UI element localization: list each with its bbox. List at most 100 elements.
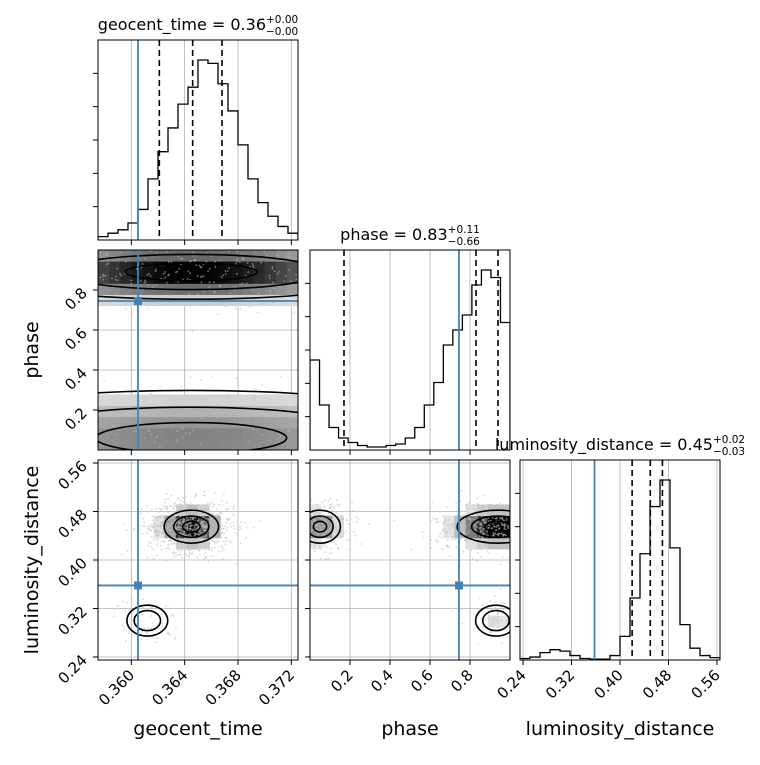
sample-point [511,530,513,532]
sample-point [148,430,150,432]
sample-point [352,281,354,283]
sample-point [324,551,326,553]
sample-point [260,520,262,522]
sample-point [335,411,337,413]
sample-point [211,555,213,557]
sample-point [524,515,526,517]
sample-point [320,547,322,549]
sample-point [3,268,5,270]
sample-point [236,261,238,263]
sample-point [539,526,541,528]
sample-point [227,394,229,396]
sample-point [481,291,483,293]
sample-point [521,521,523,523]
sample-point [505,544,507,546]
sample-point [163,507,165,509]
sample-point [235,465,237,467]
sample-point [203,523,205,525]
sample-point [491,546,493,548]
sample-point [384,253,386,255]
sample-point [111,278,113,280]
sample-point [542,530,544,532]
scatter-panel-geocent_time__luminosity_distance [98,460,298,660]
sample-point [240,542,242,544]
sample-point [153,558,155,560]
sample-point [161,508,163,510]
sample-point [478,434,480,436]
sample-point [510,524,512,526]
sample-point [357,518,359,520]
sample-point [435,539,437,541]
sample-point [533,550,535,552]
sample-point [44,250,46,252]
sample-point [300,524,302,526]
sample-point [378,284,380,286]
sample-point [174,502,176,504]
sample-point [483,508,485,510]
sample-point [17,309,19,311]
sample-point [270,290,272,292]
sample-point [173,553,175,555]
sample-point [363,268,365,270]
sample-point [18,273,20,275]
sample-point [225,522,227,524]
sample-point [206,504,208,506]
sample-point [292,437,294,439]
sample-point [513,524,515,526]
sample-point [468,502,470,504]
sample-point [424,392,426,394]
sample-point [247,271,249,273]
sample-point [455,528,457,530]
sample-point [325,297,327,299]
hist-panel-phase [310,250,510,450]
sample-point [166,282,168,284]
sample-point [492,428,494,430]
sample-point [221,505,223,507]
sample-point [247,441,249,443]
sample-point [171,522,173,524]
sample-point [320,518,322,520]
density-cell [332,516,344,528]
y-axis-label-luminosity_distance: luminosity_distance [21,466,43,655]
sample-point [431,547,433,549]
sample-point [154,441,156,443]
sample-point [496,534,498,536]
sample-point [176,529,178,531]
sample-point [63,287,65,289]
sample-point [177,543,179,545]
sample-point [183,508,185,510]
sample-point [336,513,338,515]
sample-point [483,317,485,319]
sample-point [512,554,514,556]
sample-point [538,538,540,540]
sample-point [543,518,545,520]
sample-point [306,289,308,291]
sample-point [247,419,249,421]
sample-point [615,410,617,412]
sample-point [143,627,145,629]
sample-point [121,624,123,626]
sample-point [127,461,129,463]
sample-point [229,292,231,294]
sample-point [116,268,118,270]
sample-point [527,532,529,534]
sample-point [189,535,191,537]
sample-point [230,522,232,524]
sample-point [340,398,342,400]
x-tick-label: 0.372 [255,666,298,709]
truth-marker [134,581,142,589]
sample-point [425,408,427,410]
sample-point [548,510,550,512]
density-cell [109,417,121,429]
density-cell [120,394,132,406]
sample-point [317,512,319,514]
y-tick-label: 0.6 [61,324,91,354]
sample-point [95,437,97,439]
sample-point [497,616,499,618]
sample-point [516,512,518,514]
sample-point [209,519,211,521]
sample-point [142,518,144,520]
sample-point [188,433,190,435]
sample-point [272,282,274,284]
sample-point [202,525,204,527]
